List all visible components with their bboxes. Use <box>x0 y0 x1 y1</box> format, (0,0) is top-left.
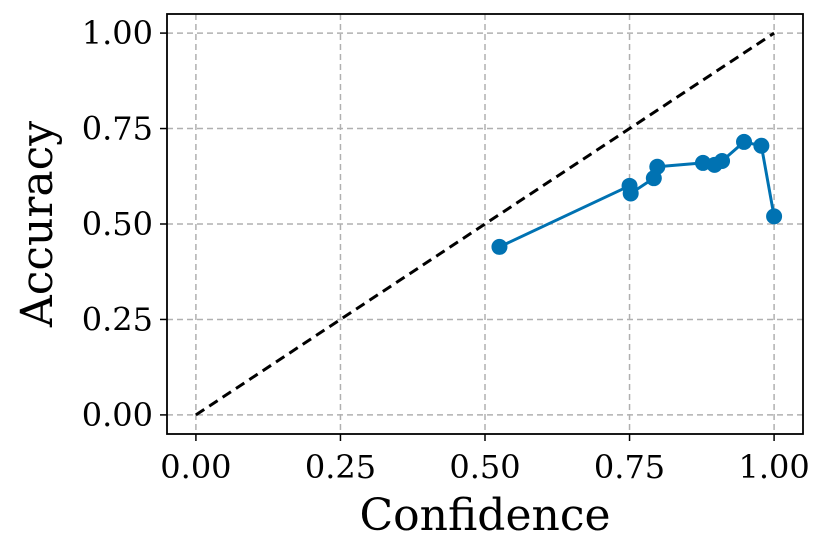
series-group <box>491 133 783 255</box>
perfect-calibration-line <box>195 31 775 417</box>
y-tick-label-2: 0.50 <box>82 205 153 243</box>
data-point-8 <box>736 133 753 150</box>
x-tick-label-1: 0.25 <box>305 448 376 486</box>
data-point-4 <box>649 158 666 175</box>
data-point-7 <box>714 153 731 169</box>
y-tick-label-0: 0.00 <box>82 396 153 434</box>
data-point-10 <box>766 208 783 225</box>
y-axis-ticks: 0.00 0.25 0.50 0.75 1.00 <box>82 14 167 434</box>
x-axis-ticks: 0.00 0.25 0.50 0.75 1.00 <box>160 434 810 486</box>
data-point-2 <box>622 185 639 202</box>
data-point-0 <box>491 238 508 255</box>
x-tick-label-3: 0.75 <box>594 448 665 486</box>
data-point-9 <box>753 137 770 154</box>
x-tick-label-2: 0.50 <box>449 448 520 486</box>
reference-line-group <box>195 31 775 417</box>
y-tick-label-4: 1.00 <box>82 14 153 52</box>
y-tick-label-3: 0.75 <box>82 110 153 148</box>
x-tick-label-4: 1.00 <box>738 448 809 486</box>
y-axis-label: Accuracy <box>12 121 63 328</box>
y-tick-label-1: 0.25 <box>82 300 153 338</box>
x-tick-label-0: 0.00 <box>160 448 231 486</box>
x-axis-label: Confidence <box>359 490 610 541</box>
